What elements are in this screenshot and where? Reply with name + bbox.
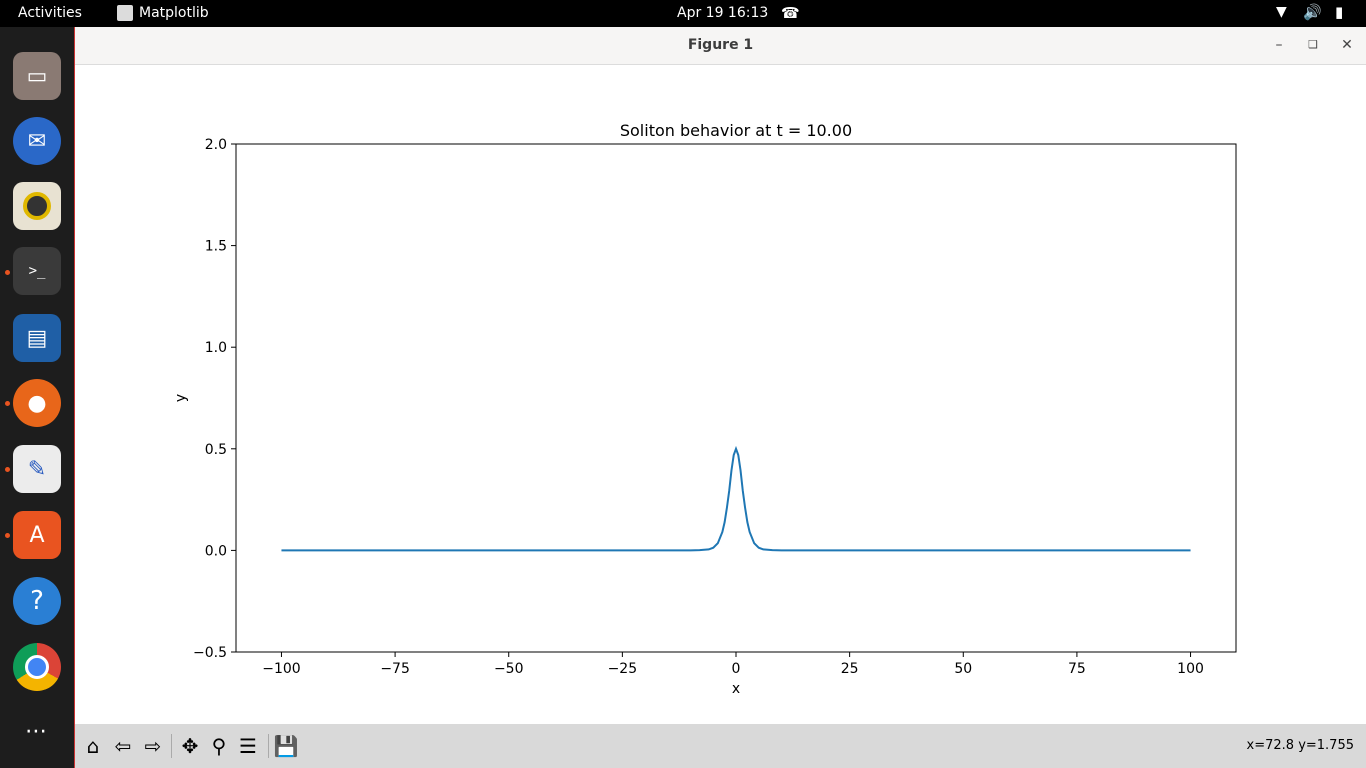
y-tick-label: 0.5 <box>205 442 227 458</box>
axes-frame <box>235 143 1237 653</box>
app-menu[interactable]: Matplotlib <box>139 5 209 21</box>
volume-icon[interactable]: 🔊 <box>1303 3 1322 21</box>
clock[interactable]: Apr 19 16:13 <box>677 5 769 21</box>
x-tick-label: 100 <box>1177 661 1204 677</box>
chart[interactable]: Soliton behavior at t = 10.00 x y −100 −7… <box>75 65 1366 724</box>
forward-arrow-icon[interactable]: ⇨ <box>144 734 162 758</box>
x-axis-label: x <box>732 681 740 697</box>
bell-icon[interactable]: ☎ <box>781 4 800 22</box>
chart-title: Soliton behavior at t = 10.00 <box>620 121 852 140</box>
figure-window: Figure 1 – ❑ ✕ Soliton behavior at t = 1… <box>74 27 1366 768</box>
firefox-icon[interactable]: ● <box>13 379 61 427</box>
sliders-icon[interactable]: ☰ <box>239 734 257 758</box>
plot-canvas[interactable]: Soliton behavior at t = 10.00 x y −100 −7… <box>75 65 1366 728</box>
top-bar: Activities Matplotlib Apr 19 16:13 ☎ ▼ 🔊… <box>0 0 1366 27</box>
text-editor-icon[interactable]: ✎ <box>13 445 61 493</box>
toolbar-separator <box>268 734 269 758</box>
y-tick-label: 1.5 <box>205 239 227 255</box>
running-indicator <box>5 401 10 406</box>
running-indicator <box>5 270 10 275</box>
libreoffice-writer-icon[interactable]: ▤ <box>13 314 61 362</box>
terminal-icon[interactable]: >_ <box>13 247 61 295</box>
x-tick-label: −50 <box>494 661 524 677</box>
toolbar-separator <box>171 734 172 758</box>
y-tick-label: 2.0 <box>205 137 227 153</box>
series-line <box>281 445 1191 552</box>
x-tick-label: −100 <box>262 661 300 677</box>
activities-button[interactable]: Activities <box>18 5 82 21</box>
x-tick-label: 75 <box>1068 661 1086 677</box>
x-tick-label: 0 <box>732 661 741 677</box>
maximize-icon[interactable]: ❑ <box>1308 38 1318 51</box>
home-icon[interactable]: ⌂ <box>86 734 100 758</box>
x-tick-label: 25 <box>841 661 859 677</box>
running-indicator <box>5 467 10 472</box>
x-tick-label: 50 <box>954 661 972 677</box>
x-axis-ticks: −100 −75 −50 −25 0 25 50 75 100 <box>262 652 1204 677</box>
title-bar[interactable]: Figure 1 – ❑ ✕ <box>75 27 1366 65</box>
y-axis-label: y <box>173 394 189 402</box>
rhythmbox-icon[interactable] <box>13 182 61 230</box>
magnifier-icon[interactable]: ⚲ <box>211 734 227 758</box>
y-tick-label: −0.5 <box>193 645 227 661</box>
x-tick-label: −25 <box>608 661 638 677</box>
chrome-icon[interactable] <box>13 643 61 691</box>
thunderbird-icon[interactable]: ✉ <box>13 117 61 165</box>
minimize-icon[interactable]: – <box>1275 37 1283 53</box>
battery-icon[interactable]: ▮ <box>1335 3 1344 21</box>
x-tick-label: −75 <box>380 661 410 677</box>
move-icon[interactable]: ✥ <box>181 734 199 758</box>
matplotlib-app-icon <box>117 5 133 21</box>
dock: ▭ ✉ >_ ▤ ● ✎ A ? ⋯ <box>0 27 74 768</box>
wifi-icon[interactable]: ▼ <box>1276 4 1287 20</box>
show-apps-icon[interactable]: ⋯ <box>25 718 49 744</box>
floppy-disk-icon[interactable]: 💾 <box>273 734 299 758</box>
help-icon[interactable]: ? <box>13 577 61 625</box>
window-title: Figure 1 <box>687 37 754 53</box>
y-axis-ticks: −0.5 0.0 0.5 1.0 1.5 2.0 <box>193 137 236 661</box>
running-indicator <box>5 533 10 538</box>
y-tick-label: 1.0 <box>205 340 227 356</box>
back-arrow-icon[interactable]: ⇦ <box>114 734 132 758</box>
close-icon[interactable]: ✕ <box>1341 37 1353 53</box>
cursor-coordinates: x=72.8 y=1.755 <box>1246 738 1354 753</box>
navigation-toolbar: ⌂ ⇦ ⇨ ✥ ⚲ ☰ 💾 x=72.8 y=1.755 <box>75 724 1366 768</box>
app-center-icon[interactable]: A <box>13 511 61 559</box>
files-icon[interactable]: ▭ <box>13 52 61 100</box>
y-tick-label: 0.0 <box>205 543 227 559</box>
